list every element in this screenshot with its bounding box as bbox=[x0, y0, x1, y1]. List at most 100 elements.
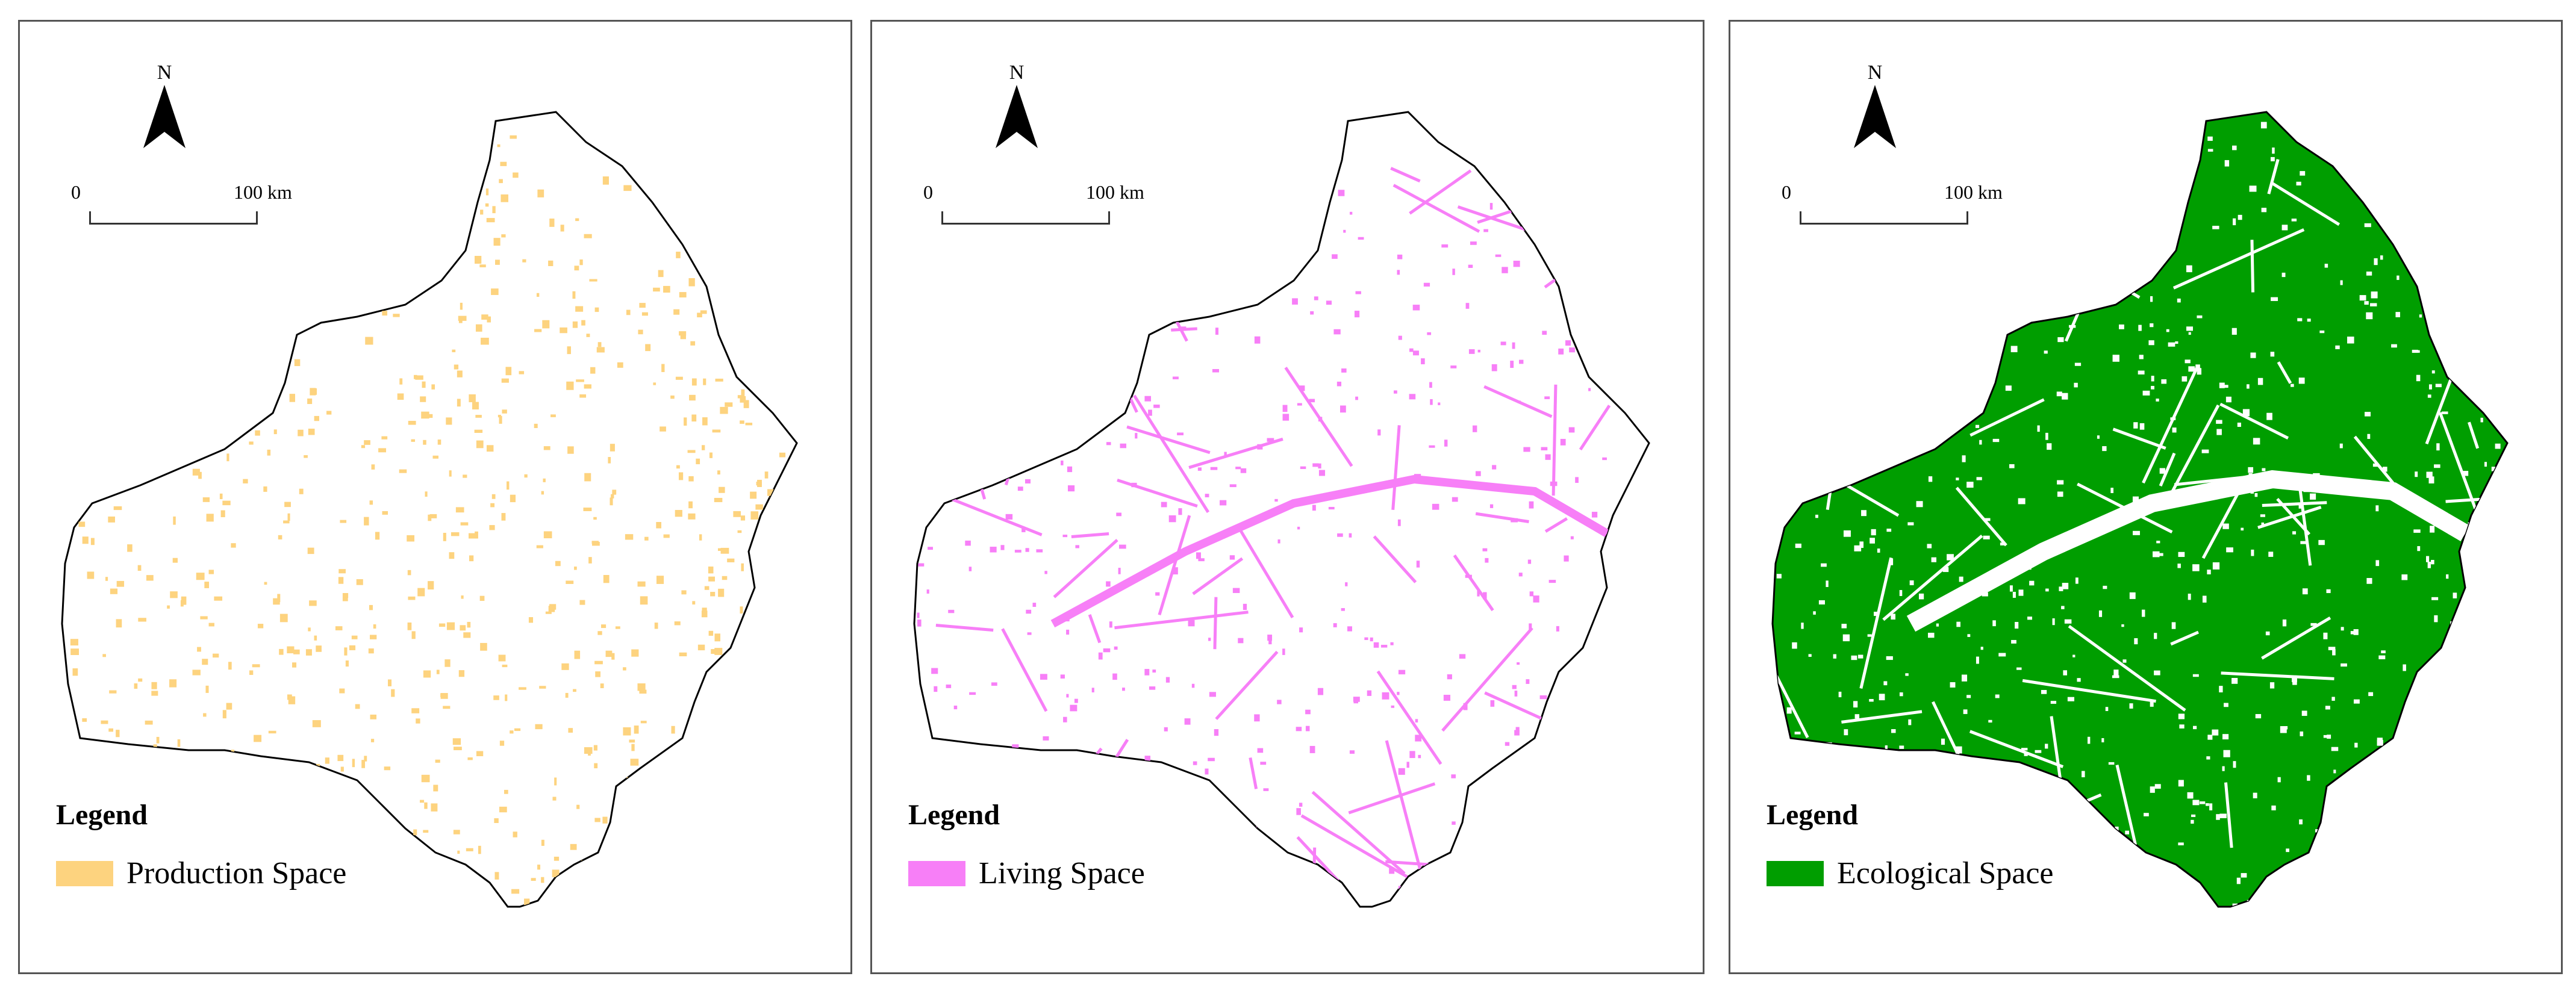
ecological-patch bbox=[1942, 567, 1949, 573]
ecological-patch bbox=[2248, 467, 2254, 473]
production-patch bbox=[420, 396, 426, 402]
living-patch bbox=[1098, 652, 1103, 660]
living-patch bbox=[1122, 688, 1125, 691]
ecological-patch bbox=[2417, 546, 2421, 551]
ecological-patch bbox=[2088, 736, 2091, 744]
production-patch bbox=[368, 648, 374, 654]
living-patch bbox=[1277, 700, 1282, 704]
living-patch bbox=[1297, 526, 1300, 530]
ecological-patch bbox=[2353, 699, 2360, 704]
ecological-corridor bbox=[2376, 119, 2485, 211]
living-patch bbox=[1539, 695, 1547, 700]
ecological-patch bbox=[2010, 346, 2018, 352]
ecological-patch bbox=[1870, 538, 1875, 544]
production-patch bbox=[420, 800, 425, 803]
ecological-patch bbox=[2097, 435, 2100, 439]
production-patch bbox=[741, 389, 745, 397]
ecological-patch bbox=[2300, 541, 2307, 544]
production-patch bbox=[675, 510, 682, 517]
production-patch bbox=[631, 744, 635, 751]
production-patch bbox=[687, 450, 696, 453]
production-patch bbox=[691, 414, 697, 422]
living-patch bbox=[1212, 368, 1219, 373]
ecological-patch bbox=[2177, 298, 2181, 303]
living-patch bbox=[1184, 718, 1191, 725]
legend-label: Living Space bbox=[979, 856, 1145, 890]
production-patch bbox=[603, 575, 610, 583]
ecological-patch bbox=[2186, 326, 2194, 331]
production-patch bbox=[595, 671, 600, 677]
ecological-patch bbox=[2427, 562, 2431, 568]
production-patch bbox=[222, 500, 231, 506]
production-patch bbox=[231, 750, 234, 756]
scale-zero-label: 0 bbox=[71, 181, 81, 203]
production-patch bbox=[725, 402, 733, 407]
production-patch bbox=[733, 511, 741, 517]
living-patch bbox=[1300, 466, 1306, 469]
ecological-patch bbox=[2119, 324, 2124, 329]
ecological-patch bbox=[2129, 703, 2133, 709]
ecological-patch bbox=[2045, 588, 2049, 592]
production-patch bbox=[542, 320, 550, 329]
living-patch bbox=[1518, 573, 1523, 577]
living-patch bbox=[928, 547, 933, 550]
ecological-patch bbox=[1980, 647, 1983, 650]
production-patch bbox=[206, 514, 214, 522]
production-patch bbox=[615, 626, 620, 629]
production-patch bbox=[446, 622, 455, 630]
living-patch bbox=[1512, 342, 1515, 349]
living-corridor bbox=[1390, 167, 1421, 183]
production-patch bbox=[469, 394, 476, 403]
production-patch bbox=[292, 662, 297, 668]
production-patch bbox=[146, 575, 154, 581]
living-patch bbox=[1070, 704, 1077, 712]
ecological-patch bbox=[2009, 464, 2015, 468]
ecological-patch bbox=[2212, 562, 2220, 570]
production-patch bbox=[522, 259, 526, 263]
ecological-patch bbox=[2159, 468, 2165, 474]
production-patch bbox=[653, 382, 656, 385]
living-patch bbox=[1397, 270, 1400, 275]
production-patch bbox=[629, 739, 635, 743]
production-patch bbox=[384, 766, 391, 771]
scale-line bbox=[89, 211, 258, 225]
production-patch bbox=[590, 367, 596, 374]
production-patch bbox=[337, 754, 344, 762]
production-patch bbox=[715, 378, 723, 382]
living-patch bbox=[1267, 438, 1274, 442]
production-patch bbox=[70, 648, 80, 655]
production-patch bbox=[487, 316, 491, 323]
ecological-patch bbox=[1956, 621, 1960, 627]
living-patch bbox=[1514, 730, 1520, 736]
production-patch bbox=[469, 533, 477, 539]
ecological-patch bbox=[1851, 655, 1857, 660]
ecological-patch bbox=[2236, 877, 2241, 884]
ecological-patch bbox=[2419, 314, 2422, 318]
living-patch bbox=[1310, 311, 1314, 315]
living-patch bbox=[1418, 754, 1421, 759]
production-patch bbox=[552, 797, 557, 801]
living-corridor bbox=[1156, 834, 1216, 861]
ecological-patch bbox=[2057, 337, 2064, 343]
ecological-patch bbox=[1861, 510, 1867, 517]
ecological-patch bbox=[1801, 623, 1804, 629]
production-patch bbox=[467, 621, 471, 628]
production-patch bbox=[534, 423, 538, 428]
legend-item: Ecological Space bbox=[1767, 856, 2054, 891]
production-patch bbox=[779, 452, 786, 458]
living-patch bbox=[1333, 623, 1337, 627]
ecological-patch bbox=[1854, 714, 1860, 719]
production-patch bbox=[308, 627, 311, 632]
production-patch bbox=[382, 511, 388, 515]
living-patch bbox=[1447, 674, 1452, 680]
living-patch bbox=[917, 620, 922, 627]
living-patch bbox=[1336, 381, 1342, 387]
ecological-corridor bbox=[2159, 452, 2176, 487]
ecological-patch bbox=[1927, 544, 1932, 548]
north-arrow-icon bbox=[996, 85, 1038, 148]
ecological-patch bbox=[2269, 682, 2275, 689]
production-patch bbox=[493, 238, 501, 246]
ecological-patch bbox=[2016, 667, 2022, 670]
production-patch bbox=[561, 663, 569, 670]
production-patch bbox=[593, 745, 597, 751]
